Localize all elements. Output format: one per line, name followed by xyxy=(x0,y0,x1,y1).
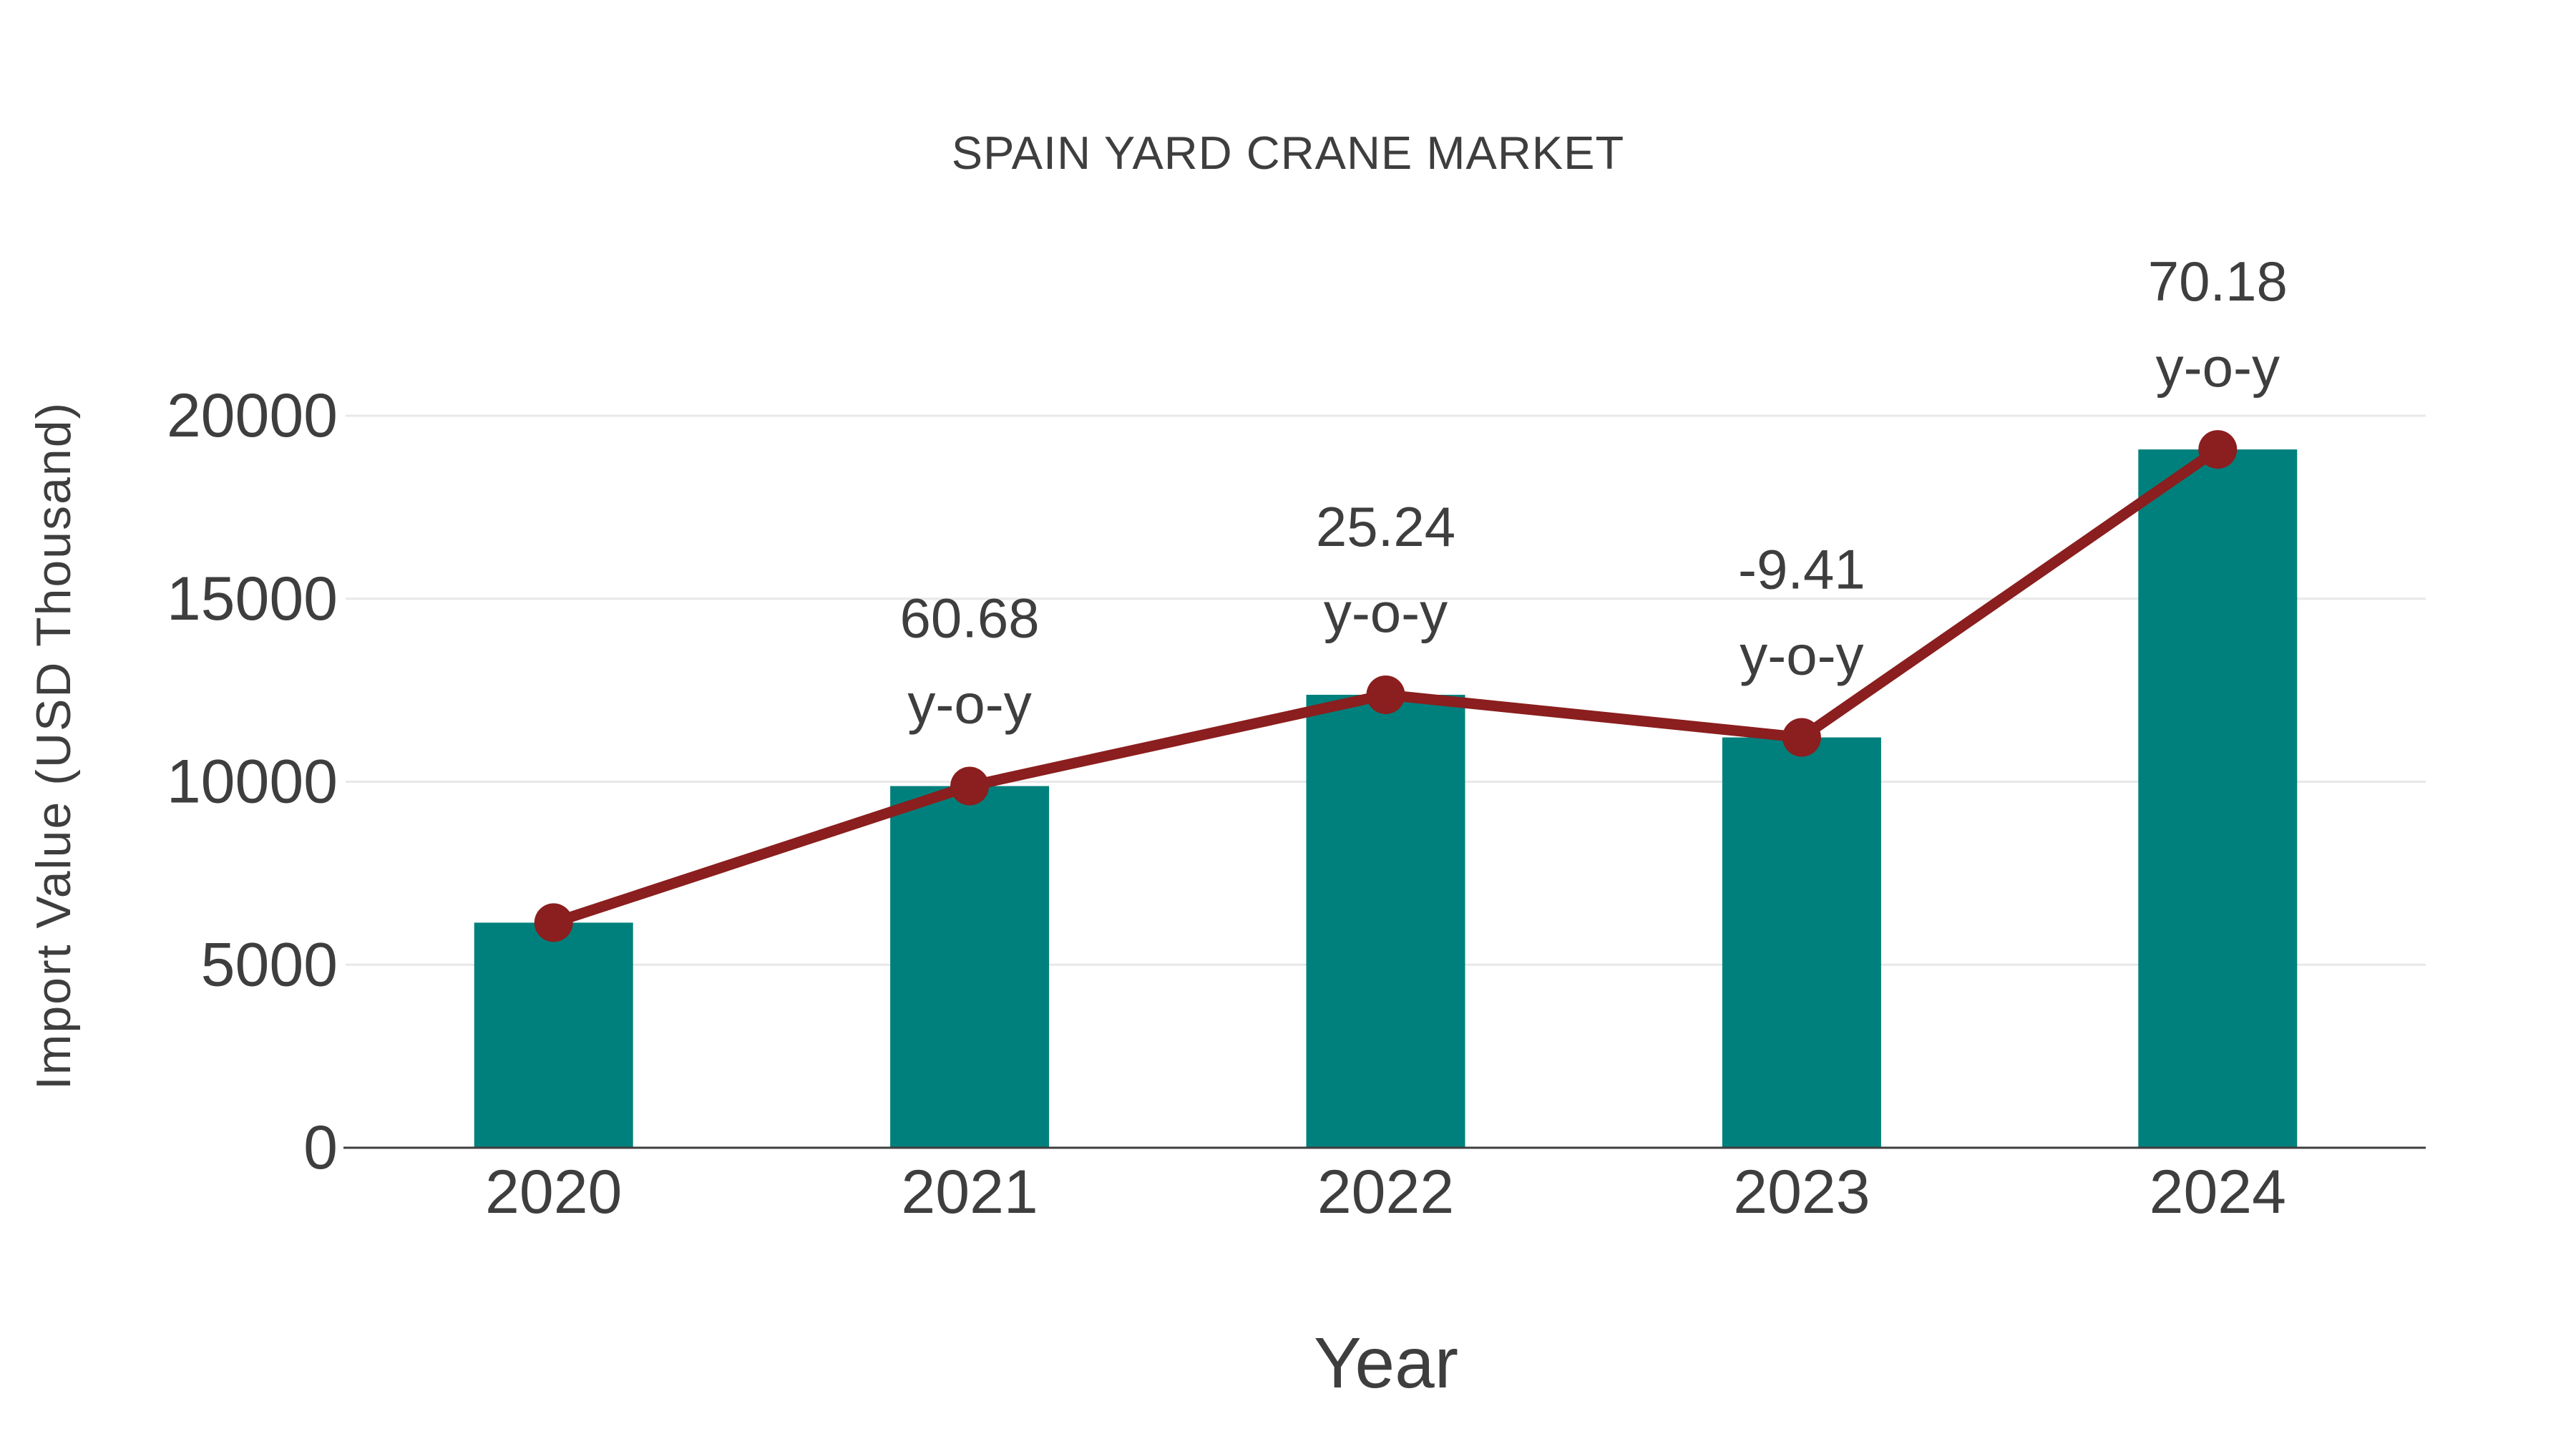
bar xyxy=(2138,449,2298,1148)
chart-title: SPAIN YARD CRANE MARKET xyxy=(951,127,1625,179)
bar xyxy=(1722,737,1881,1148)
x-tick-label: 2023 xyxy=(1733,1158,1870,1226)
x-tick-label: 2024 xyxy=(2150,1158,2286,1226)
data-point-marker xyxy=(1366,675,1405,714)
y-tick-label: 5000 xyxy=(201,930,338,999)
data-point-marker xyxy=(1782,718,1821,757)
data-label-suffix: y-o-y xyxy=(1740,624,1863,687)
data-label-suffix: y-o-y xyxy=(2156,336,2280,399)
bar xyxy=(474,922,633,1148)
data-label-suffix: y-o-y xyxy=(1324,581,1448,644)
data-label-suffix: y-o-y xyxy=(907,673,1031,736)
data-label-value: 60.68 xyxy=(899,587,1039,650)
data-label-value: 70.18 xyxy=(2148,250,2288,313)
data-point-marker xyxy=(534,903,573,942)
y-tick-label: 20000 xyxy=(167,381,338,450)
data-label-value: 25.24 xyxy=(1316,495,1455,558)
x-axis-title: Year xyxy=(1313,1323,1459,1403)
y-tick-label: 0 xyxy=(303,1113,338,1182)
x-tick-label: 2021 xyxy=(901,1158,1038,1226)
bar xyxy=(890,786,1050,1148)
y-tick-label: 15000 xyxy=(167,565,338,633)
y-tick-label: 10000 xyxy=(167,748,338,816)
data-label-value: -9.41 xyxy=(1738,538,1865,601)
data-point-marker xyxy=(950,766,990,806)
x-tick-label: 2022 xyxy=(1317,1158,1454,1226)
data-point-marker xyxy=(2198,430,2238,469)
bar xyxy=(1306,694,1465,1148)
x-tick-label: 2020 xyxy=(485,1158,622,1226)
